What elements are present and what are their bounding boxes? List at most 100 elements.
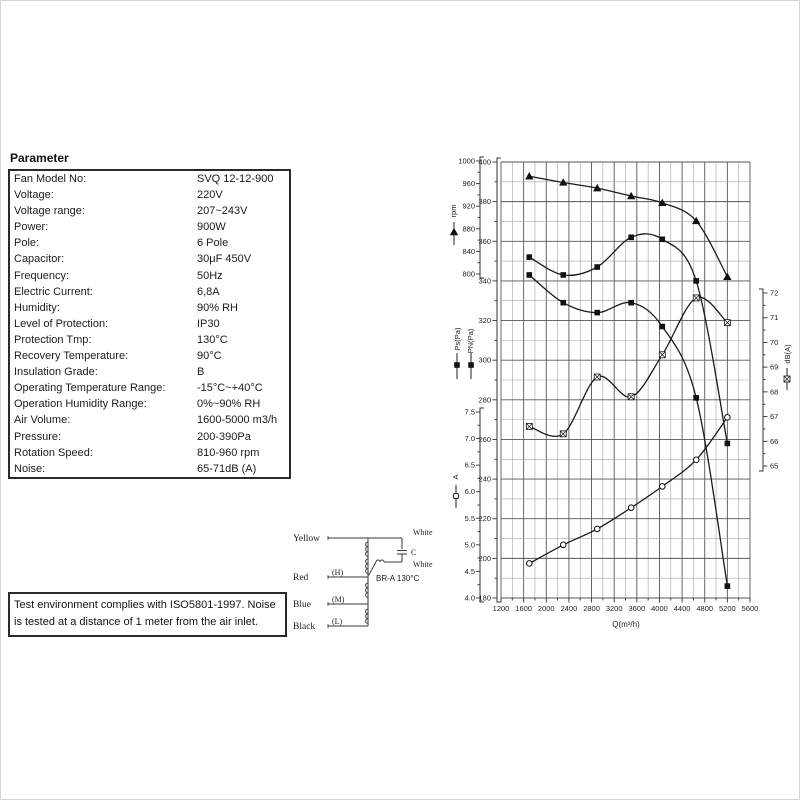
series-a <box>525 414 731 567</box>
param-table: Fan Model No: SVQ 12-12-900 Voltage: 220V Vo… <box>8 169 291 479</box>
svg-text:5.5: 5.5 <box>465 514 475 523</box>
svg-text:7.0: 7.0 <box>465 434 475 443</box>
ps-axis-label: Ps(Pa) <box>453 327 462 350</box>
svg-text:68: 68 <box>770 387 778 396</box>
row-label: Operation Humidity Range: <box>14 398 147 411</box>
svg-text:280: 280 <box>478 395 491 404</box>
svg-text:72: 72 <box>770 289 778 298</box>
row-label: Recovery Temperature: <box>14 350 129 363</box>
svg-text:4400: 4400 <box>674 604 691 613</box>
svg-text:200: 200 <box>478 554 491 563</box>
row-label: Rotation Speed: <box>14 446 93 459</box>
wiring-lines <box>327 536 407 628</box>
svg-text:1200: 1200 <box>493 604 510 613</box>
x-axis-title: Q(m³/h) <box>612 620 640 629</box>
x-axis: 1200 1600 2000 2400 2800 3200 3600 4000 4400 4800… <box>493 598 759 629</box>
chart-grid <box>500 161 751 599</box>
row-label: Protection Tmp: <box>14 333 92 346</box>
table-row: Power: 900W <box>10 219 289 235</box>
row-label: Operating Temperature Range: <box>14 382 166 395</box>
svg-text:360: 360 <box>478 237 491 246</box>
wire-label-yellow: Yellow <box>293 534 320 544</box>
wire-label-black: Black <box>293 622 315 632</box>
svg-text:300: 300 <box>478 356 491 365</box>
row-label: Humidity: <box>14 301 60 314</box>
row-label: Noise: <box>14 462 46 475</box>
series-ps-pa- <box>526 272 731 589</box>
series-pn-pa- <box>526 233 731 447</box>
row-label: Level of Protection: <box>14 317 109 330</box>
wire-label-red: Red <box>293 573 309 583</box>
row-label: Voltage range: <box>14 205 85 218</box>
row-value: 900W <box>197 221 226 234</box>
svg-text:3200: 3200 <box>606 604 623 613</box>
performance-chart: 1200 1600 2000 2400 2800 3200 3600 4000 4400 4800… <box>449 156 792 629</box>
table-row: Rotation Speed: 810-960 rpm <box>10 445 289 461</box>
row-value: 810-960 rpm <box>197 446 260 459</box>
table-row: Insulation Grade: B <box>10 364 289 380</box>
svg-text:6.5: 6.5 <box>465 461 475 470</box>
svg-text:240: 240 <box>478 475 491 484</box>
row-value: 6,8A <box>197 285 220 298</box>
svg-text:2400: 2400 <box>561 604 578 613</box>
row-value: 200-390Pa <box>197 430 251 443</box>
row-value: 90°C <box>197 350 222 363</box>
svg-text:380: 380 <box>478 197 491 206</box>
row-label: Air Volume: <box>14 414 71 427</box>
svg-text:880: 880 <box>462 224 475 233</box>
svg-text:320: 320 <box>478 316 491 325</box>
row-label: Voltage: <box>14 189 54 202</box>
noise-axis: 65 66 67 68 69 70 71 72 <box>759 288 778 472</box>
table-row: Recovery Temperature: 90°C <box>10 348 289 364</box>
svg-text:67: 67 <box>770 412 778 421</box>
svg-text:71: 71 <box>770 313 778 322</box>
row-value: SVQ 12-12-900 <box>197 173 274 185</box>
note-line-2: is tested at a distance of 1 meter from … <box>14 615 258 628</box>
table-row: Humidity: 90% RH <box>10 300 289 316</box>
svg-text:2800: 2800 <box>583 604 600 613</box>
wire-label-white-top: White <box>413 528 433 537</box>
row-value: 90% RH <box>197 301 238 314</box>
svg-text:70: 70 <box>770 338 778 347</box>
table-row: Electric Current: 6,8A <box>10 284 289 300</box>
row-label: Fan Model No: <box>14 173 87 185</box>
svg-text:6.0: 6.0 <box>465 487 475 496</box>
capacitor-label: C <box>411 548 416 557</box>
svg-text:4.5: 4.5 <box>465 567 475 576</box>
axis-legends: rpm Ps(Pa) PN(Pa) AdB(A) <box>449 205 792 508</box>
pressure-axis: 180 200 220 240 260 280 300 320 340 360 380 400 <box>478 157 501 603</box>
svg-text:840: 840 <box>462 247 475 256</box>
table-row: Protection Tmp: 130°C <box>10 332 289 348</box>
table-row: Capacitor: 30μF 450V <box>10 251 289 267</box>
svg-text:4.0: 4.0 <box>465 594 475 603</box>
table-row: Frequency: 50Hz <box>10 268 289 284</box>
svg-text:65: 65 <box>770 462 778 471</box>
wiring-diagram: Yellow Red Blue Black (H) (M) (L) White … <box>293 528 433 632</box>
row-value: 130°C <box>197 333 228 346</box>
table-row: Air Volume: 1600-5000 m3/h <box>10 412 289 428</box>
table-row: Operation Humidity Range: 0%~90% RH <box>10 396 289 412</box>
row-value: 220V <box>197 189 223 202</box>
row-value: -15°C~+40°C <box>197 382 263 395</box>
row-value: B <box>197 366 205 379</box>
row-label: Insulation Grade: <box>14 366 98 379</box>
row-label: Capacitor: <box>14 253 65 266</box>
svg-text:960: 960 <box>462 179 475 188</box>
table-row: Voltage: 220V <box>10 187 289 203</box>
rpm-axis-label: rpm <box>449 205 458 218</box>
svg-text:7.5: 7.5 <box>465 408 475 417</box>
svg-text:5600: 5600 <box>742 604 759 613</box>
svg-text:3600: 3600 <box>628 604 645 613</box>
series-curve <box>529 175 728 278</box>
row-value: IP30 <box>197 317 220 330</box>
row-value: 65-71dB (A) <box>197 462 257 475</box>
terminal-l-label: (L) <box>332 617 343 626</box>
pn-axis-label: PN(Pa) <box>466 328 475 353</box>
row-value: 50Hz <box>197 269 223 282</box>
row-value: 0%~90% RH <box>197 398 261 411</box>
svg-text:2000: 2000 <box>538 604 555 613</box>
noise-axis-label: dB(A) <box>783 344 792 364</box>
table-row: Noise: 65-71dB (A) <box>10 461 289 477</box>
row-value: 207~243V <box>197 205 248 218</box>
